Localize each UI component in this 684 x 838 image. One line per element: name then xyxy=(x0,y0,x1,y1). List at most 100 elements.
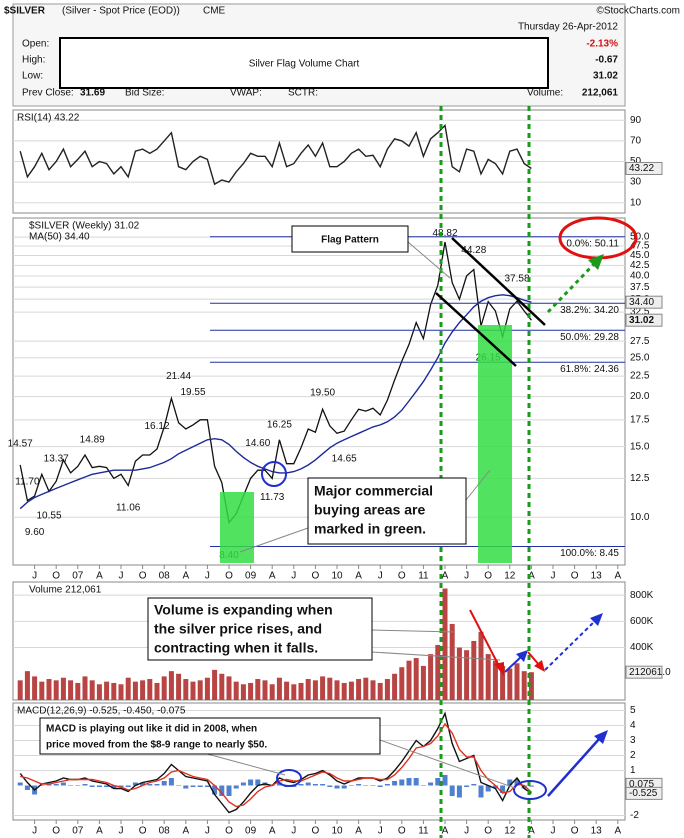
bar xyxy=(226,785,232,796)
y-tick-label: 17.5 xyxy=(630,414,650,425)
y-tick-label: 30 xyxy=(630,177,642,188)
x-tick-label: J xyxy=(291,826,296,837)
buying-area xyxy=(478,325,512,563)
y-tick-label: 800K xyxy=(630,590,654,601)
bar xyxy=(471,641,477,700)
bar xyxy=(478,785,484,798)
connector xyxy=(379,739,516,789)
price-label: 11.06 xyxy=(116,502,141,513)
x-tick-label: A xyxy=(355,571,362,582)
x-tick-label: J xyxy=(378,826,383,837)
price-label: 48.82 xyxy=(432,228,457,239)
y-tick-label: 3 xyxy=(630,735,636,746)
bar xyxy=(75,785,81,786)
bar xyxy=(111,785,117,789)
bar xyxy=(161,676,167,700)
bar xyxy=(370,785,376,786)
bar xyxy=(226,676,232,700)
x-tick-label: A xyxy=(96,571,103,582)
bar xyxy=(60,782,66,786)
y-tick-label: 37.5 xyxy=(630,282,650,293)
bar xyxy=(24,785,30,790)
price-label: 21.44 xyxy=(166,371,191,382)
y-tick-label: 90 xyxy=(630,115,642,126)
bar xyxy=(320,676,326,700)
bar xyxy=(46,784,52,786)
bar xyxy=(212,669,218,700)
value-box xyxy=(625,786,663,800)
price-label: 14.89 xyxy=(80,435,105,446)
bar xyxy=(276,677,282,700)
vwap-label: VWAP: xyxy=(230,88,262,99)
price-label: 37.58 xyxy=(504,273,529,284)
bar xyxy=(75,682,81,700)
value-box-label: -0.525 xyxy=(629,788,658,799)
bar xyxy=(492,660,498,700)
connector xyxy=(199,751,286,776)
bar xyxy=(413,778,419,786)
low-label: Low: xyxy=(22,71,43,82)
annotation-box xyxy=(291,225,409,253)
bar xyxy=(334,680,340,700)
bar xyxy=(435,644,441,700)
y-tick-label: 600K xyxy=(630,616,654,627)
bar xyxy=(442,588,448,700)
x-tick-label: 12 xyxy=(504,571,516,582)
date: Thursday 26-Apr-2012 xyxy=(518,22,618,33)
y-tick-label: 1 xyxy=(630,765,636,776)
series-line xyxy=(19,294,532,510)
x-tick-label: O xyxy=(484,571,492,582)
y-tick-label: -2 xyxy=(630,810,639,821)
bar xyxy=(384,679,390,700)
value-box xyxy=(625,161,663,175)
x-tick-label: J xyxy=(551,826,556,837)
series-line xyxy=(19,241,532,524)
description: (Silver - Spot Price (EOD)) xyxy=(62,6,180,17)
bar xyxy=(60,677,66,700)
bar xyxy=(111,682,117,700)
bar xyxy=(334,785,340,789)
fib-label: 61.8%: 24.36 xyxy=(560,364,619,375)
value-box-label: 212061.0 xyxy=(629,667,671,678)
x-tick-label: O xyxy=(398,826,406,837)
bar xyxy=(392,673,398,700)
bar xyxy=(219,673,225,700)
bar xyxy=(197,680,203,700)
bar xyxy=(305,782,311,786)
y-tick-label: 15.0 xyxy=(630,441,650,452)
value-box-label: 31.02 xyxy=(629,315,654,326)
bar xyxy=(96,785,102,787)
bar xyxy=(471,784,477,786)
bar xyxy=(428,782,434,786)
bar xyxy=(255,779,261,786)
x-tick-label: J xyxy=(32,571,37,582)
bar xyxy=(46,679,52,700)
y-tick-label: 4 xyxy=(630,720,636,731)
high-label: High: xyxy=(22,55,45,66)
arrow xyxy=(546,260,598,314)
bar xyxy=(24,671,30,700)
headline-box xyxy=(59,37,549,89)
bar xyxy=(514,779,520,786)
x-tick-label: A xyxy=(614,571,621,582)
y-tick-label: 25.0 xyxy=(630,352,650,363)
x-tick-label: A xyxy=(269,826,276,837)
bar xyxy=(140,782,146,786)
y-tick-label: 40.0 xyxy=(630,271,650,282)
price-label: 11.70 xyxy=(15,477,40,488)
bar xyxy=(456,785,462,798)
x-tick-label: J xyxy=(291,571,296,582)
last: 31.02 xyxy=(593,71,618,82)
prev-close: 31.69 xyxy=(80,88,105,99)
change-pct: -2.13% xyxy=(586,39,618,50)
series-line xyxy=(19,124,532,186)
bar xyxy=(507,668,513,700)
symbol: $SILVER xyxy=(4,6,46,17)
x-tick-label: 13 xyxy=(591,826,603,837)
bar xyxy=(399,779,405,786)
bar xyxy=(104,681,110,700)
x-tick-label: J xyxy=(551,571,556,582)
arrowhead xyxy=(494,662,504,676)
bar xyxy=(147,784,153,786)
x-tick-label: A xyxy=(528,826,535,837)
